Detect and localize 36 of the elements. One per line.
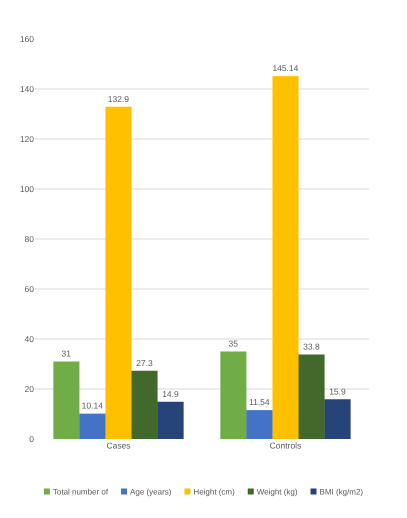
x-tick-label: Controls	[270, 440, 302, 450]
data-label: 35	[228, 338, 238, 348]
y-tick-label: 40	[24, 334, 34, 344]
bar	[132, 370, 158, 439]
y-tick-label: 100	[20, 184, 34, 194]
data-label: 31	[62, 348, 72, 358]
bar	[324, 399, 351, 439]
bar	[220, 352, 246, 439]
bar	[272, 76, 299, 439]
y-tick-label: 20	[24, 384, 34, 394]
legend-label: Total number of	[52, 488, 109, 497]
legend-label: BMI (kg/m2)	[320, 488, 364, 497]
legend-label: Weight (kg)	[256, 488, 298, 497]
y-tick-label: 80	[24, 234, 34, 244]
legend-label: Height (cm)	[193, 488, 236, 497]
data-label: 27.3	[136, 358, 153, 368]
bar	[53, 362, 80, 439]
data-label: 11.54	[248, 397, 270, 408]
bar	[246, 410, 272, 439]
data-label: 14.9	[162, 388, 180, 399]
bar	[79, 414, 106, 439]
y-tick-label: 120	[20, 134, 34, 144]
data-label: 15.9	[329, 386, 346, 396]
bar	[158, 402, 184, 439]
legend-label: Age (years)	[130, 488, 172, 497]
data-label: 10.14	[82, 400, 104, 411]
y-tick-label: 140	[20, 84, 34, 94]
bar	[298, 354, 325, 439]
data-label: 132.9	[108, 94, 130, 104]
x-tick-label: Cases	[106, 440, 131, 450]
data-label: 33.8	[303, 342, 320, 352]
bar	[105, 106, 132, 439]
y-tick-label: 0	[29, 434, 34, 444]
data-label: 145.14	[272, 63, 299, 74]
y-tick-label: 60	[24, 284, 34, 294]
y-tick-label: 160	[20, 34, 34, 44]
